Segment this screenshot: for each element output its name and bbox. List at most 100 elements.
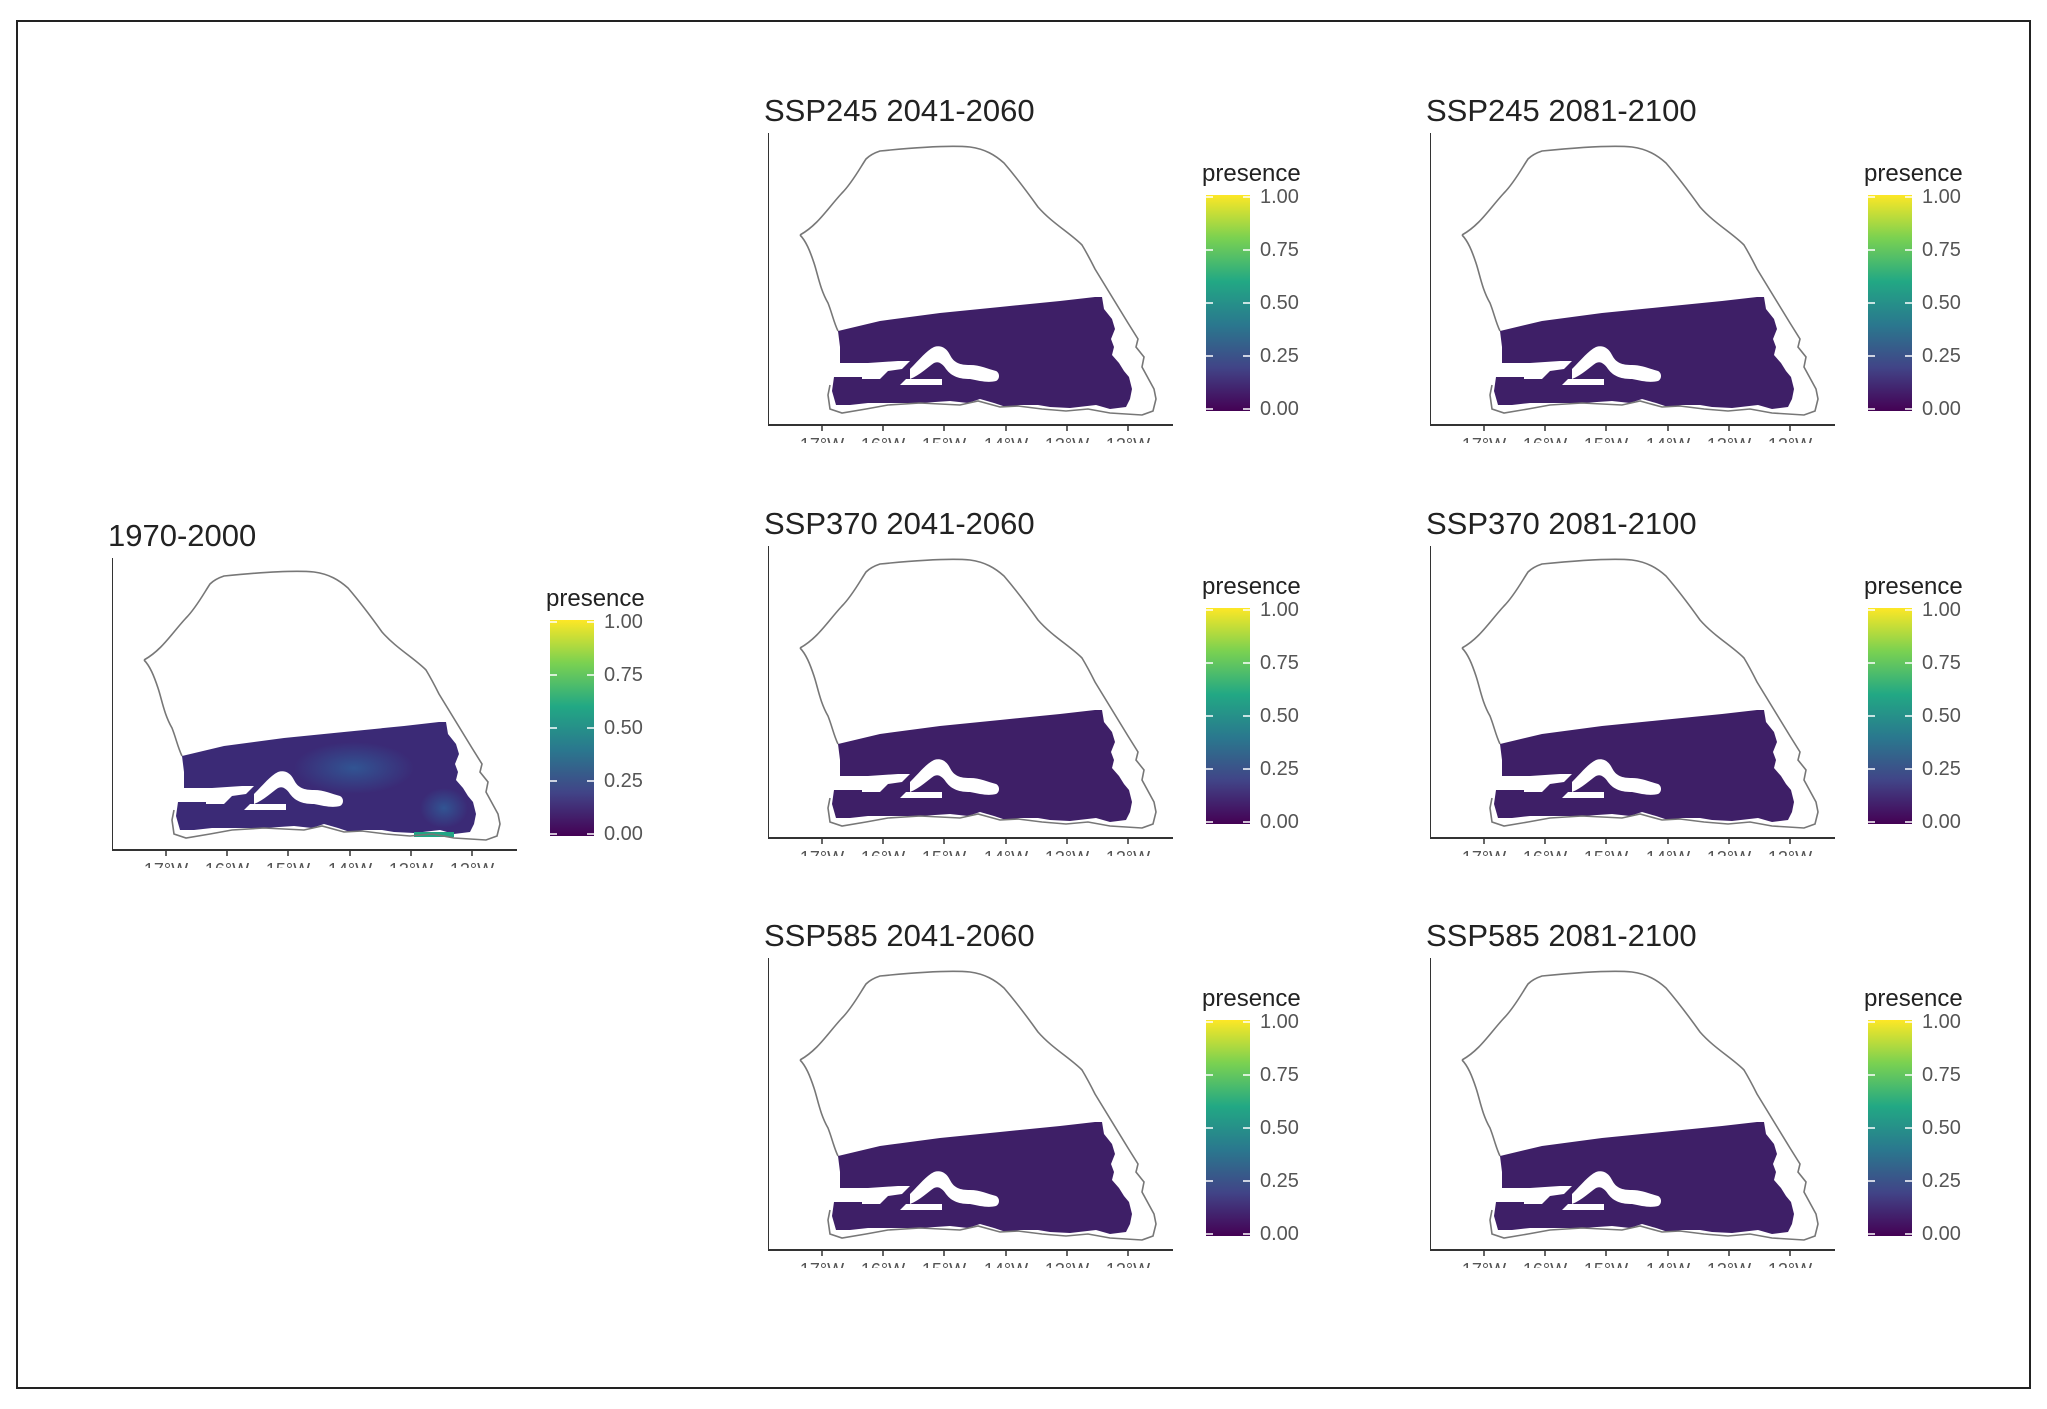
legend-title: presence bbox=[546, 585, 645, 612]
map-panel-p-ssp245-2081: SSP245 2081-210016°N15°N14°N13°N17°W16°W… bbox=[1426, 93, 2000, 443]
lon-tick-label: 16°W bbox=[861, 848, 905, 856]
gambia-gap bbox=[910, 346, 999, 382]
legend-tick-label: 0.50 bbox=[1922, 292, 1961, 314]
legend-tick-label: 0.50 bbox=[1260, 705, 1299, 727]
legend-tick-label: 0.25 bbox=[1260, 345, 1299, 367]
map-svg: 16°N15°N14°N13°N17°W16°W15°W14°W13°W12°W… bbox=[768, 133, 1301, 443]
presence-area bbox=[1494, 710, 1794, 822]
lon-tick-label: 14°W bbox=[984, 435, 1028, 443]
gambia-gap bbox=[254, 771, 343, 807]
legend-tick-label: 0.50 bbox=[604, 717, 643, 739]
legend-colorbar bbox=[1868, 1020, 1912, 1236]
legend-colorbar bbox=[1206, 1020, 1250, 1236]
legend-tick-label: 0.75 bbox=[1260, 652, 1299, 674]
legend-tick-label: 0.50 bbox=[1922, 1117, 1961, 1139]
legend-tick-label: 0.75 bbox=[1922, 239, 1961, 261]
lon-tick-label: 15°W bbox=[266, 860, 310, 868]
lon-tick-label: 13°W bbox=[1045, 848, 1089, 856]
lon-tick-label: 15°W bbox=[1584, 848, 1628, 856]
legend-tick-label: 0.25 bbox=[1922, 345, 1961, 367]
coastal-gap bbox=[840, 792, 942, 798]
lon-tick-label: 14°W bbox=[1646, 1260, 1690, 1268]
panel-title: SSP585 2081-2100 bbox=[1426, 918, 1697, 953]
gambia-gap bbox=[1572, 346, 1661, 382]
presence-area bbox=[1494, 1122, 1794, 1234]
lon-tick-label: 12°W bbox=[1106, 1260, 1150, 1268]
coastal-gap bbox=[840, 379, 942, 385]
lon-tick-label: 14°W bbox=[984, 848, 1028, 856]
legend-tick-label: 0.00 bbox=[1260, 811, 1299, 833]
lon-tick-label: 12°W bbox=[1106, 848, 1150, 856]
legend-title: presence bbox=[1202, 985, 1301, 1012]
legend-tick-label: 1.00 bbox=[1922, 1011, 1961, 1033]
legend-tick-label: 0.75 bbox=[1260, 239, 1299, 261]
panel-title: 1970-2000 bbox=[108, 518, 257, 553]
map-svg: 16°N15°N14°N13°N17°W16°W15°W14°W13°W12°W… bbox=[1430, 958, 1963, 1268]
lon-tick-label: 16°W bbox=[205, 860, 249, 868]
lon-tick-label: 12°W bbox=[1106, 435, 1150, 443]
lon-tick-label: 13°W bbox=[1707, 435, 1751, 443]
legend-tick-label: 1.00 bbox=[1260, 599, 1299, 621]
lon-tick-label: 13°W bbox=[1045, 1260, 1089, 1268]
lon-tick-label: 14°W bbox=[328, 860, 372, 868]
lon-tick-label: 13°W bbox=[1707, 848, 1751, 856]
legend-tick-label: 0.00 bbox=[1922, 398, 1961, 420]
legend-colorbar bbox=[1868, 608, 1912, 824]
map-svg: 16°N15°N14°N13°N17°W16°W15°W14°W13°W12°W… bbox=[112, 558, 645, 868]
lon-tick-label: 15°W bbox=[1584, 435, 1628, 443]
map-svg: 16°N15°N14°N13°N17°W16°W15°W14°W13°W12°W… bbox=[1430, 133, 1963, 443]
lon-tick-label: 17°W bbox=[1462, 1260, 1506, 1268]
country-outline bbox=[799, 558, 1157, 829]
lon-tick-label: 16°W bbox=[861, 1260, 905, 1268]
map-svg: 16°N15°N14°N13°N17°W16°W15°W14°W13°W12°W… bbox=[1430, 546, 1963, 856]
lon-tick-label: 15°W bbox=[1584, 1260, 1628, 1268]
legend-tick-label: 0.25 bbox=[1260, 758, 1299, 780]
gambia-gap bbox=[1572, 759, 1661, 795]
legend-title: presence bbox=[1202, 160, 1301, 187]
coastal-gap bbox=[840, 1204, 942, 1210]
lon-tick-label: 12°W bbox=[1768, 1260, 1812, 1268]
legend-tick-label: 0.50 bbox=[1260, 292, 1299, 314]
legend-tick-label: 1.00 bbox=[1922, 186, 1961, 208]
map-svg: 16°N15°N14°N13°N17°W16°W15°W14°W13°W12°W… bbox=[768, 546, 1301, 856]
panel-title: SSP245 2041-2060 bbox=[764, 93, 1035, 128]
map-panel-p-ssp585-2081: SSP585 2081-210016°N15°N14°N13°N17°W16°W… bbox=[1426, 918, 2000, 1268]
legend-tick-label: 0.75 bbox=[1260, 1064, 1299, 1086]
country-outline bbox=[1461, 558, 1819, 829]
legend-tick-label: 0.25 bbox=[1922, 758, 1961, 780]
legend-tick-label: 0.25 bbox=[1260, 1170, 1299, 1192]
legend-title: presence bbox=[1864, 573, 1963, 600]
legend-tick-label: 0.25 bbox=[604, 770, 643, 792]
legend-colorbar bbox=[1206, 608, 1250, 824]
legend-tick-label: 0.75 bbox=[604, 664, 643, 686]
lon-tick-label: 16°W bbox=[1523, 435, 1567, 443]
lon-tick-label: 17°W bbox=[144, 860, 188, 868]
panel-title: SSP370 2041-2060 bbox=[764, 506, 1035, 541]
legend-tick-label: 0.75 bbox=[1922, 1064, 1961, 1086]
coastal-gap bbox=[1502, 379, 1604, 385]
lon-tick-label: 14°W bbox=[1646, 848, 1690, 856]
legend-tick-label: 0.00 bbox=[1260, 1223, 1299, 1245]
legend-tick-label: 0.00 bbox=[1922, 1223, 1961, 1245]
panel-title: SSP370 2081-2100 bbox=[1426, 506, 1697, 541]
legend-title: presence bbox=[1864, 160, 1963, 187]
legend-colorbar bbox=[1206, 195, 1250, 411]
gambia-gap bbox=[1572, 1171, 1661, 1207]
lon-tick-label: 15°W bbox=[922, 848, 966, 856]
lon-tick-label: 17°W bbox=[1462, 848, 1506, 856]
legend-tick-label: 1.00 bbox=[1260, 1011, 1299, 1033]
lon-tick-label: 12°W bbox=[1768, 848, 1812, 856]
country-outline bbox=[799, 970, 1157, 1241]
legend-tick-label: 0.50 bbox=[1922, 705, 1961, 727]
coastal-gap bbox=[1502, 1204, 1604, 1210]
lon-tick-label: 13°W bbox=[1045, 435, 1089, 443]
presence-hotspot bbox=[294, 742, 414, 794]
legend-tick-label: 1.00 bbox=[1922, 599, 1961, 621]
country-outline bbox=[1461, 970, 1819, 1241]
legend-tick-label: 0.50 bbox=[1260, 1117, 1299, 1139]
legend-tick-label: 0.25 bbox=[1922, 1170, 1961, 1192]
country-outline bbox=[1461, 145, 1819, 416]
lon-tick-label: 16°W bbox=[1523, 1260, 1567, 1268]
lon-tick-label: 17°W bbox=[1462, 435, 1506, 443]
lon-tick-label: 16°W bbox=[1523, 848, 1567, 856]
